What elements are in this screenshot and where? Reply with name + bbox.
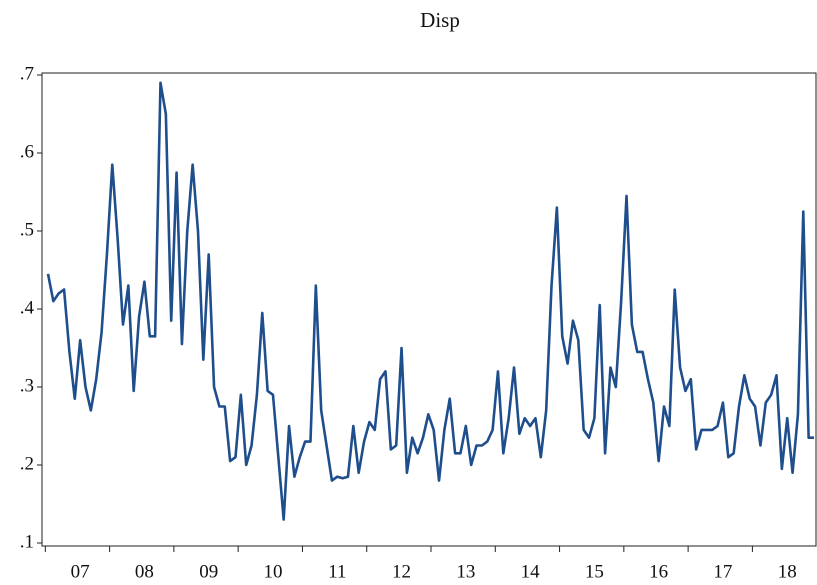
x-tick-label: 07 bbox=[71, 561, 90, 582]
x-tick-label: 13 bbox=[456, 561, 475, 582]
x-tick-label: 18 bbox=[778, 561, 797, 582]
x-tick-label: 17 bbox=[713, 561, 732, 582]
y-tick-label: .5 bbox=[20, 219, 34, 240]
y-tick-label: .2 bbox=[20, 453, 34, 474]
y-tick-label: .3 bbox=[20, 375, 34, 396]
x-tick-label: 12 bbox=[392, 561, 411, 582]
y-tick-label: .4 bbox=[20, 297, 35, 318]
y-tick-label: .7 bbox=[20, 63, 34, 84]
y-tick-label: .1 bbox=[20, 531, 34, 552]
x-tick-label: 08 bbox=[135, 561, 154, 582]
y-tick-label: .6 bbox=[20, 141, 34, 162]
x-tick-label: 14 bbox=[521, 561, 541, 582]
data-line bbox=[46, 81, 814, 521]
x-tick-label: 15 bbox=[585, 561, 604, 582]
x-tick-label: 16 bbox=[649, 561, 668, 582]
x-tick-label: 11 bbox=[328, 561, 346, 582]
x-tick-label: 09 bbox=[199, 561, 218, 582]
chart-title: Disp bbox=[420, 8, 460, 32]
x-tick-label: 10 bbox=[263, 561, 282, 582]
